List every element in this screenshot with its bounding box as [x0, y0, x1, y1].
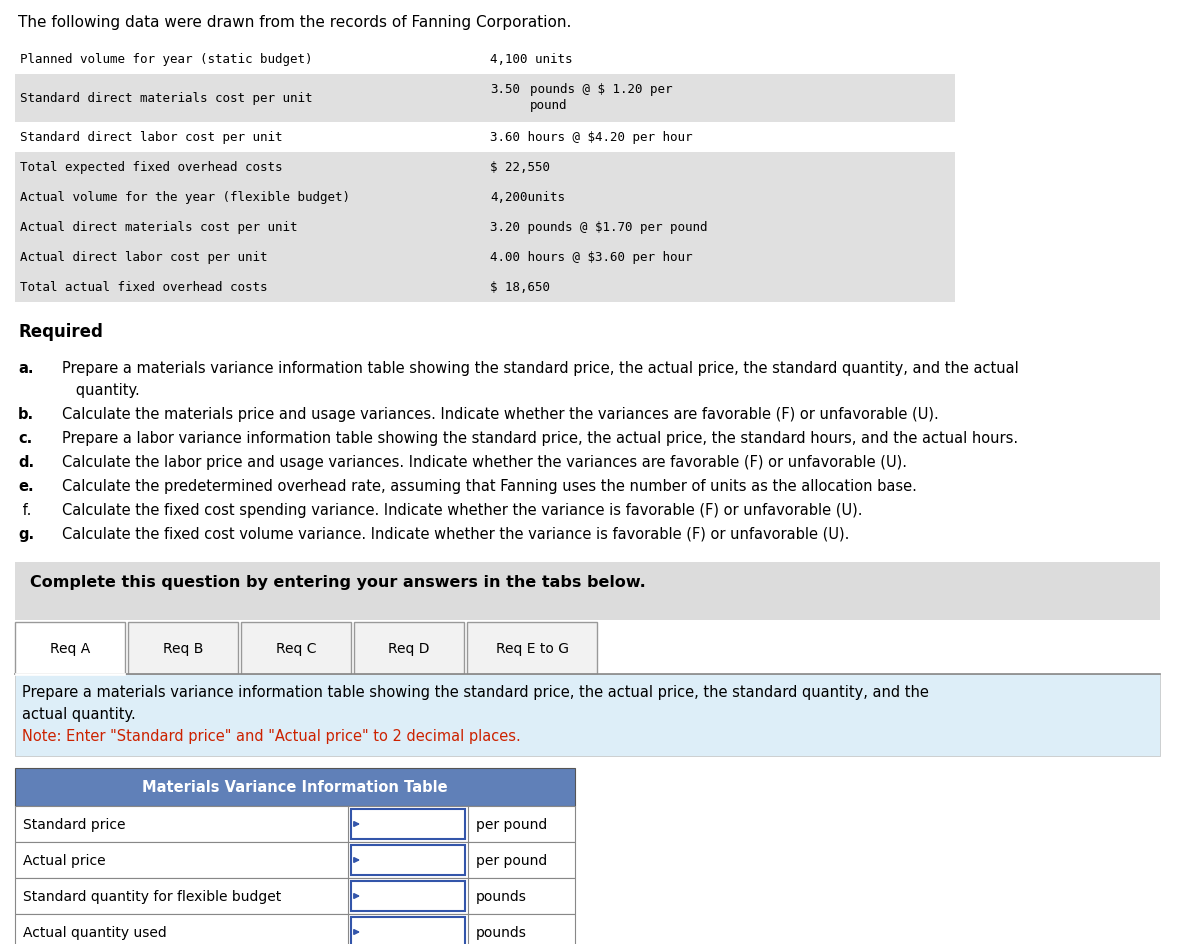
Text: c.: c. — [18, 430, 32, 446]
Text: Standard price: Standard price — [23, 818, 126, 831]
Text: Total expected fixed overhead costs: Total expected fixed overhead costs — [20, 161, 282, 175]
Bar — [354, 622, 464, 674]
Text: per pound: per pound — [476, 853, 547, 868]
Bar — [14, 622, 125, 674]
Text: Calculate the predetermined overhead rate, assuming that Fanning uses the number: Calculate the predetermined overhead rat… — [62, 479, 917, 494]
Text: 4,200units: 4,200units — [490, 192, 565, 204]
Bar — [14, 842, 575, 878]
Bar — [467, 622, 598, 674]
Text: per pound: per pound — [476, 818, 547, 831]
Text: Standard direct labor cost per unit: Standard direct labor cost per unit — [20, 131, 282, 144]
Text: Req E to G: Req E to G — [496, 641, 569, 655]
Text: d.: d. — [18, 454, 34, 469]
Text: pounds: pounds — [476, 925, 527, 939]
Text: Required: Required — [18, 323, 103, 341]
Bar — [14, 183, 955, 212]
Bar — [14, 768, 575, 806]
Bar — [14, 153, 955, 183]
Text: Actual direct labor cost per unit: Actual direct labor cost per unit — [20, 251, 268, 264]
Text: Req D: Req D — [389, 641, 430, 655]
Text: quantity.: quantity. — [62, 382, 139, 397]
Text: Prepare a materials variance information table showing the standard price, the a: Prepare a materials variance information… — [22, 684, 929, 700]
Text: Prepare a materials variance information table showing the standard price, the a: Prepare a materials variance information… — [62, 361, 1019, 376]
Text: Actual direct materials cost per unit: Actual direct materials cost per unit — [20, 221, 298, 234]
Text: 4,100 units: 4,100 units — [490, 54, 572, 66]
Text: g.: g. — [18, 527, 34, 542]
Text: pound: pound — [530, 99, 568, 112]
Text: $ 18,650: $ 18,650 — [490, 281, 550, 295]
Text: Total actual fixed overhead costs: Total actual fixed overhead costs — [20, 281, 268, 295]
Text: Req A: Req A — [50, 641, 90, 655]
Text: Actual quantity used: Actual quantity used — [23, 925, 167, 939]
Text: actual quantity.: actual quantity. — [22, 706, 136, 721]
Text: pounds @ $ 1.20 per: pounds @ $ 1.20 per — [530, 83, 672, 96]
Text: a.: a. — [18, 361, 34, 376]
Text: Actual volume for the year (flexible budget): Actual volume for the year (flexible bud… — [20, 192, 350, 204]
Bar — [14, 273, 955, 303]
Text: $ 22,550: $ 22,550 — [490, 161, 550, 175]
Text: 3.50: 3.50 — [490, 83, 520, 96]
Text: Note: Enter "Standard price" and "Actual price" to 2 decimal places.: Note: Enter "Standard price" and "Actual… — [22, 728, 521, 743]
Text: Req C: Req C — [276, 641, 317, 655]
Text: Materials Variance Information Table: Materials Variance Information Table — [142, 780, 448, 795]
Text: pounds: pounds — [476, 889, 527, 903]
Bar — [352, 809, 466, 839]
Bar — [352, 917, 466, 944]
Text: Standard direct materials cost per unit: Standard direct materials cost per unit — [20, 93, 312, 106]
Text: Complete this question by entering your answers in the tabs below.: Complete this question by entering your … — [30, 574, 646, 589]
Bar — [14, 243, 955, 273]
Text: Planned volume for year (static budget): Planned volume for year (static budget) — [20, 54, 312, 66]
Bar — [241, 622, 352, 674]
Text: f.: f. — [18, 502, 31, 517]
Bar — [14, 75, 955, 123]
Bar — [14, 878, 575, 914]
Text: Calculate the labor price and usage variances. Indicate whether the variances ar: Calculate the labor price and usage vari… — [62, 454, 907, 469]
Bar — [14, 563, 1160, 620]
Bar — [14, 674, 1160, 756]
Text: 3.60 hours @ $4.20 per hour: 3.60 hours @ $4.20 per hour — [490, 131, 692, 144]
Bar — [14, 914, 575, 944]
Text: Calculate the materials price and usage variances. Indicate whether the variance: Calculate the materials price and usage … — [62, 407, 938, 422]
Bar — [352, 881, 466, 911]
Text: Standard quantity for flexible budget: Standard quantity for flexible budget — [23, 889, 281, 903]
Text: 4.00 hours @ $3.60 per hour: 4.00 hours @ $3.60 per hour — [490, 251, 692, 264]
Text: Req B: Req B — [163, 641, 203, 655]
Text: e.: e. — [18, 479, 34, 494]
Text: Prepare a labor variance information table showing the standard price, the actua: Prepare a labor variance information tab… — [62, 430, 1018, 446]
Bar — [14, 212, 955, 243]
Bar — [352, 845, 466, 875]
Bar — [128, 622, 238, 674]
Bar — [14, 806, 575, 842]
Text: Calculate the fixed cost volume variance. Indicate whether the variance is favor: Calculate the fixed cost volume variance… — [62, 527, 850, 542]
Text: 3.20 pounds @ $1.70 per pound: 3.20 pounds @ $1.70 per pound — [490, 221, 708, 234]
Text: Actual price: Actual price — [23, 853, 106, 868]
Text: b.: b. — [18, 407, 34, 422]
Text: Calculate the fixed cost spending variance. Indicate whether the variance is fav: Calculate the fixed cost spending varian… — [62, 502, 863, 517]
Text: The following data were drawn from the records of Fanning Corporation.: The following data were drawn from the r… — [18, 15, 571, 30]
